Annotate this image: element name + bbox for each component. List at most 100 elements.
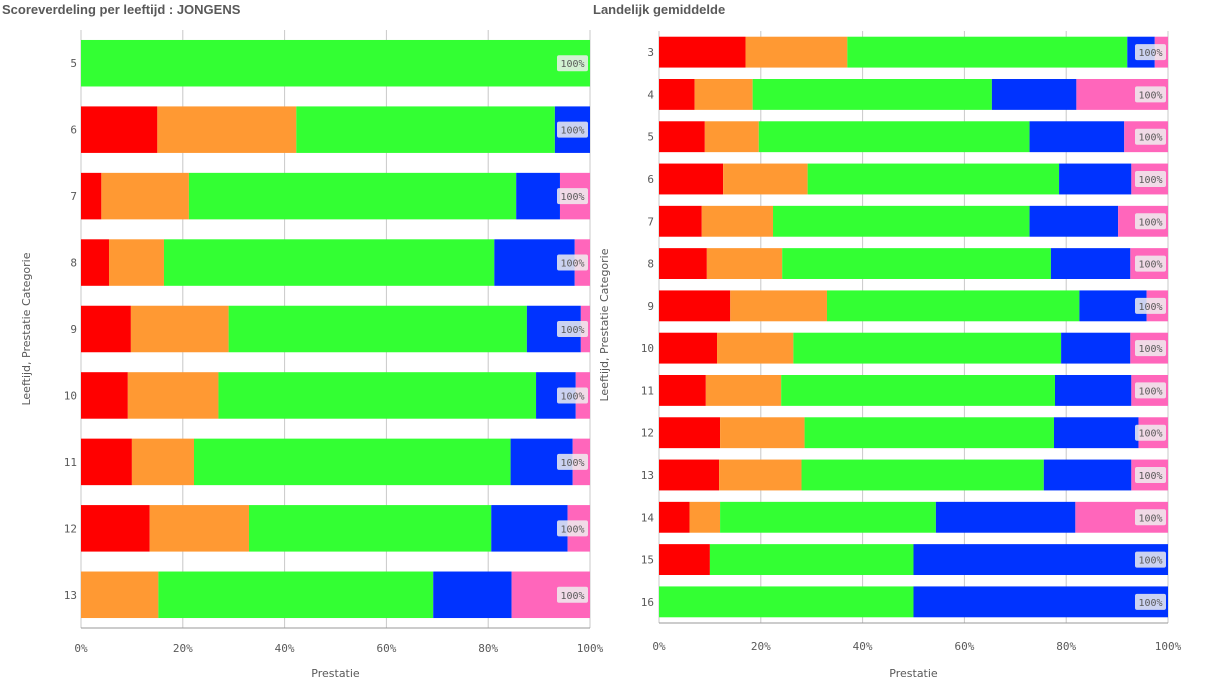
bar-segment[interactable]: [719, 459, 802, 491]
bar-segment[interactable]: [127, 372, 219, 419]
bar-segment[interactable]: [1029, 121, 1125, 153]
bar-segment[interactable]: [659, 248, 707, 280]
data-label-bg: [557, 55, 588, 72]
bar-segment[interactable]: [781, 374, 1056, 406]
bar-segment[interactable]: [720, 501, 936, 533]
bar-segment[interactable]: [689, 501, 721, 533]
bar-segment[interactable]: [659, 290, 731, 322]
data-label-bg: [557, 121, 588, 138]
bar-segment[interactable]: [913, 586, 1169, 618]
bar-segment[interactable]: [913, 544, 1169, 576]
bar-segment[interactable]: [81, 39, 590, 87]
bar-segment[interactable]: [659, 121, 705, 153]
bar-segment[interactable]: [130, 305, 229, 353]
x-tick-label: 60%: [376, 642, 396, 655]
x-tick-label: 20%: [751, 640, 771, 653]
bar-segment[interactable]: [1061, 332, 1131, 364]
x-tick-label: 40%: [853, 640, 873, 653]
bar-segment[interactable]: [705, 374, 782, 406]
bar-segment[interactable]: [157, 106, 297, 153]
chart-title: Scoreverdeling per leeftijd : JONGENS: [2, 2, 241, 17]
bar-segment[interactable]: [720, 417, 805, 449]
bar-segment[interactable]: [659, 36, 746, 68]
data-label: 100%: [1138, 217, 1162, 228]
data-label: 100%: [1138, 429, 1162, 440]
y-tick-label: 5: [70, 57, 77, 70]
bar-segment[interactable]: [804, 417, 1054, 449]
bar-segment[interactable]: [847, 36, 1128, 68]
bar-segment[interactable]: [758, 121, 1030, 153]
bar-segment[interactable]: [991, 78, 1077, 110]
bar-segment[interactable]: [659, 163, 724, 195]
bar-segment[interactable]: [723, 163, 808, 195]
data-label: 100%: [1138, 302, 1162, 313]
bar-segment[interactable]: [81, 372, 128, 419]
bar-segment[interactable]: [659, 417, 721, 449]
bar-segment[interactable]: [81, 239, 109, 286]
data-label-bg: [557, 254, 588, 271]
bar-segment[interactable]: [659, 501, 690, 533]
bar-segment[interactable]: [149, 505, 249, 552]
data-label: 100%: [560, 325, 584, 336]
bar-segment[interactable]: [659, 586, 914, 618]
bar-segment[interactable]: [694, 78, 753, 110]
bar-segment[interactable]: [701, 205, 774, 237]
y-tick-label: 9: [647, 300, 654, 313]
bar-segment[interactable]: [131, 438, 194, 486]
bar-segment[interactable]: [745, 36, 848, 68]
data-label-bg: [1135, 171, 1166, 187]
bar-segment[interactable]: [801, 459, 1044, 491]
bar-segment[interactable]: [782, 248, 1051, 280]
bar-segment[interactable]: [752, 78, 992, 110]
bar-segment[interactable]: [296, 106, 555, 153]
bar-segment[interactable]: [709, 544, 914, 576]
bar-segment[interactable]: [1059, 163, 1132, 195]
bar-segment[interactable]: [793, 332, 1062, 364]
bar-segment[interactable]: [706, 248, 783, 280]
data-label-bg: [1135, 213, 1166, 230]
bar-segment[interactable]: [108, 239, 164, 286]
bar-segment[interactable]: [81, 571, 159, 619]
bar-segment[interactable]: [158, 571, 434, 619]
bar-segment[interactable]: [1043, 459, 1132, 491]
bar-segment[interactable]: [659, 459, 720, 491]
bar-segment[interactable]: [717, 332, 794, 364]
bar-segment[interactable]: [188, 172, 517, 220]
bar-segment[interactable]: [1050, 248, 1131, 280]
bar-segment[interactable]: [81, 172, 102, 220]
bar-segment[interactable]: [218, 372, 537, 419]
y-tick-label: 7: [647, 215, 654, 228]
bar-segment[interactable]: [1055, 374, 1132, 406]
y-tick-label: 8: [70, 257, 77, 270]
bar-segment[interactable]: [163, 239, 495, 286]
bar-segment[interactable]: [81, 505, 150, 552]
bar-segment[interactable]: [807, 163, 1060, 195]
bar-segment[interactable]: [491, 505, 568, 552]
bar-segment[interactable]: [659, 544, 710, 576]
bar-segment[interactable]: [935, 501, 1076, 533]
bar-segment[interactable]: [659, 205, 702, 237]
data-label: 100%: [1138, 598, 1162, 609]
bar-segment[interactable]: [228, 305, 527, 353]
bar-segment[interactable]: [730, 290, 827, 322]
data-label: 100%: [1138, 260, 1162, 271]
data-label: 100%: [1138, 90, 1162, 101]
bar-segment[interactable]: [101, 172, 189, 220]
bar-segment[interactable]: [81, 305, 131, 353]
bar-segment[interactable]: [193, 438, 511, 486]
data-label: 100%: [560, 391, 584, 402]
bar-segment[interactable]: [704, 121, 759, 153]
bar-segment[interactable]: [659, 374, 706, 406]
bar-segment[interactable]: [773, 205, 1030, 237]
bar-segment[interactable]: [659, 332, 718, 364]
data-label-bg: [1135, 340, 1166, 357]
bar-segment[interactable]: [1053, 417, 1139, 449]
bar-segment[interactable]: [433, 571, 512, 619]
bar-segment[interactable]: [81, 438, 132, 486]
bar-segment[interactable]: [659, 78, 695, 110]
bar-segment[interactable]: [248, 505, 492, 552]
bar-segment[interactable]: [516, 172, 560, 220]
bar-segment[interactable]: [826, 290, 1080, 322]
bar-segment[interactable]: [81, 106, 158, 153]
bar-segment[interactable]: [1029, 205, 1119, 237]
